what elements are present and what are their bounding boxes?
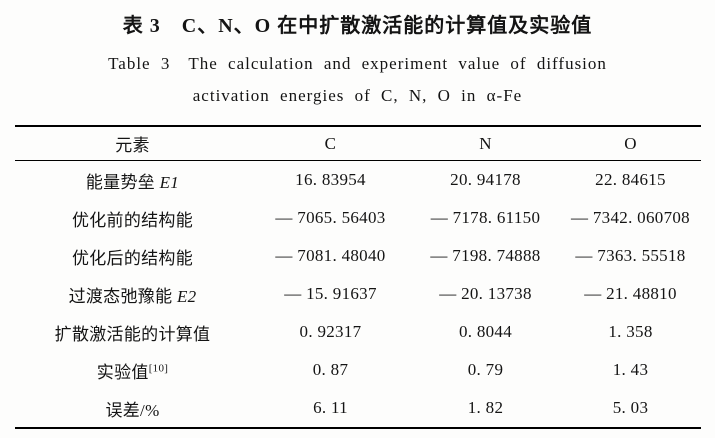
- value-cell: — 7198. 74888: [430, 246, 541, 265]
- row-label: 实验值[10]: [15, 351, 251, 389]
- value-cell: — 7363. 55518: [575, 246, 686, 265]
- header-cell-oxygen: O: [624, 133, 637, 153]
- value-cell: 0. 79: [467, 360, 504, 379]
- row-label-text: 实验值: [96, 362, 149, 382]
- table-row-structure-energy-before: 优化前的结构能 — 7065. 56403 — 7178. 61150 — 73…: [15, 199, 701, 237]
- row-label: 误差/%: [15, 389, 251, 428]
- row-label: 能量势垒 E1: [15, 161, 251, 200]
- row-label-text: 误差/%: [105, 400, 160, 420]
- row-label-text: 优化后的结构能: [71, 248, 194, 268]
- row-label: 扩散激活能的计算值: [15, 313, 251, 351]
- value-cell: 0. 92317: [299, 322, 362, 341]
- value-cell: 1. 43: [612, 360, 649, 379]
- value-cell: 16. 83954: [295, 170, 366, 189]
- header-cell-carbon: C: [324, 133, 337, 153]
- header-cell-element: 元素: [115, 136, 150, 155]
- header-cell-nitrogen: N: [479, 133, 492, 153]
- table-title-english-line2: activation energies of C, N, O in α-Fe: [192, 86, 523, 105]
- value-cell: 22. 84615: [595, 170, 666, 189]
- diffusion-activation-table: 元素 C N O 能量势垒 E1 16. 83954 20. 94178 22.…: [14, 125, 701, 429]
- table-title-chinese: 表 3 C、N、O 在中扩散激活能的计算值及实验值: [122, 15, 593, 37]
- row-label: 优化前的结构能: [15, 199, 251, 237]
- row-label-text: 扩散激活能的计算值: [54, 324, 211, 344]
- value-cell: 20. 94178: [450, 170, 521, 189]
- table-row-energy-barrier: 能量势垒 E1 16. 83954 20. 94178 22. 84615: [15, 161, 701, 200]
- value-cell: — 7081. 48040: [275, 246, 386, 265]
- value-cell: — 7178. 61150: [430, 208, 541, 227]
- value-cell: 0. 8044: [458, 322, 513, 341]
- value-cell: 1. 358: [608, 322, 653, 341]
- value-cell: — 7065. 56403: [275, 208, 386, 227]
- table-row-structure-energy-after: 优化后的结构能 — 7081. 48040 — 7198. 74888 — 73…: [15, 237, 701, 275]
- table-row-calculated-activation-energy: 扩散激活能的计算值 0. 92317 0. 8044 1. 358: [15, 313, 701, 351]
- row-label-text: 优化前的结构能: [71, 210, 194, 230]
- value-cell: — 15. 91637: [284, 284, 377, 303]
- row-label-variable: E1: [159, 172, 180, 192]
- row-label-text: 能量势垒: [85, 172, 160, 192]
- value-cell: 5. 03: [612, 398, 649, 417]
- row-label-variable: E2: [176, 286, 197, 306]
- table-title-english-line1: Table 3 The calculation and experiment v…: [108, 54, 607, 73]
- value-cell: — 7342. 060708: [571, 208, 690, 227]
- value-cell: 0. 87: [312, 360, 349, 379]
- value-cell: 6. 11: [313, 398, 348, 417]
- row-label: 优化后的结构能: [15, 237, 251, 275]
- row-label: 过渡态弛豫能 E2: [15, 275, 251, 313]
- row-label-text: 过渡态弛豫能: [68, 286, 177, 306]
- value-cell: — 20. 13738: [439, 284, 532, 303]
- value-cell: — 21. 48810: [584, 284, 677, 303]
- value-cell: 1. 82: [467, 398, 504, 417]
- table-row-error-percent: 误差/% 6. 11 1. 82 5. 03: [15, 389, 701, 428]
- row-label-citation: [10]: [148, 361, 169, 374]
- table-row-experimental-value: 实验值[10] 0. 87 0. 79 1. 43: [15, 351, 701, 389]
- table-header-row: 元素 C N O: [14, 126, 701, 161]
- table-row-relaxation-energy: 过渡态弛豫能 E2 — 15. 91637 — 20. 13738 — 21. …: [15, 275, 701, 313]
